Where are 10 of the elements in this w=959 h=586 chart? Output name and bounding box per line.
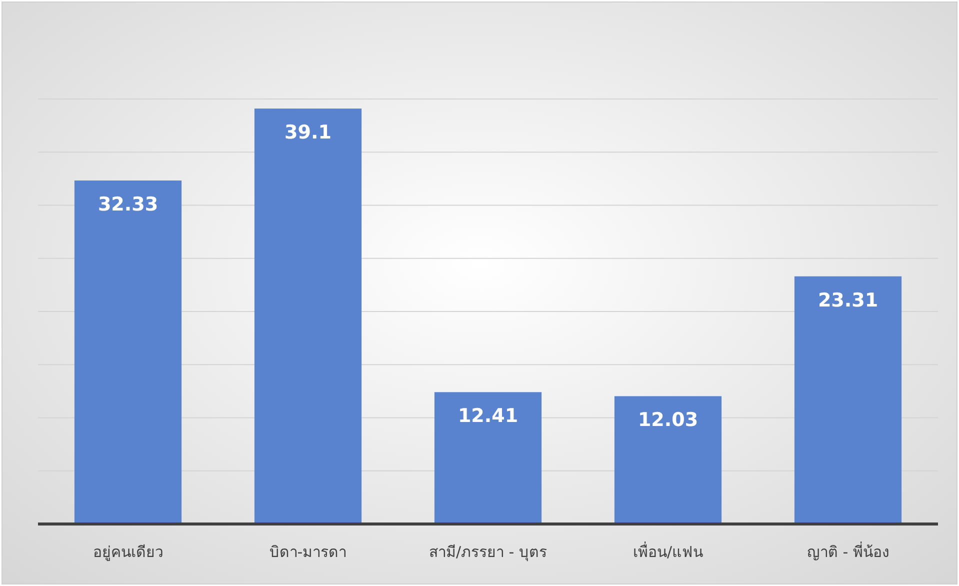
- x-tick-label: เพื่อน/แฟน: [632, 541, 704, 561]
- data-label: 12.03: [638, 409, 698, 432]
- data-label: 39.1: [284, 122, 332, 144]
- data-label: 12.41: [458, 405, 518, 428]
- x-tick-label: สามี/ภรรยา - บุตร: [428, 543, 548, 562]
- data-label: 32.33: [98, 193, 158, 216]
- x-tick-label: ญาติ - พี่น้อง: [807, 541, 889, 561]
- x-tick-label: บิดา-มารดา: [269, 543, 347, 561]
- x-tick-label: อยู่คนเดียว: [93, 543, 163, 561]
- data-label: 23.31: [818, 289, 878, 312]
